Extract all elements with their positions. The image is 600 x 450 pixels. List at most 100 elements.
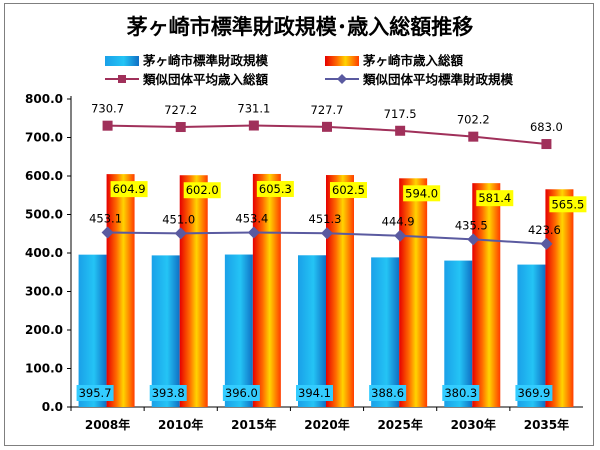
label-box-standard-fiscal [222,385,260,401]
legend-marker-2 [118,75,126,83]
label-revenue: 602.0 [186,183,219,197]
point-similar-standard [321,227,333,240]
bar-revenue [179,175,208,407]
bar-revenue [106,174,135,407]
label-similar-revenue: 702.2 [457,113,490,127]
bar-standard-fiscal [224,254,253,407]
label-revenue: 581.4 [478,191,511,205]
point-similar-revenue [322,121,332,132]
bar-standard-fiscal [151,255,180,407]
point-similar-revenue [468,131,479,142]
x-tick-label: 2020年 [304,417,349,432]
bar-revenue [399,178,428,407]
bar-standard-fiscal [371,257,400,407]
label-box-revenue [403,185,441,202]
label-box-standard-fiscal [76,385,114,401]
label-standard-fiscal: 395.7 [79,386,112,400]
y-tick-label: 600.0 [25,169,63,183]
label-similar-standard: 453.1 [89,212,122,226]
label-standard-fiscal: 388.6 [371,386,404,400]
label-standard-fiscal: 369.9 [517,386,550,400]
label-similar-revenue: 717.5 [384,107,417,121]
label-similar-revenue: 727.2 [164,103,197,117]
point-similar-standard [174,227,187,240]
label-standard-fiscal: 394.1 [298,386,331,400]
label-similar-revenue: 730.7 [91,102,124,116]
label-box-standard-fiscal [442,385,480,401]
legend: 茅ヶ崎市標準財政規模 茅ヶ崎市歳入総額 類似団体平均歳入総額 類似団体平均標準財… [105,53,514,87]
label-box-revenue [476,190,514,207]
x-tick-label: 2010年 [158,417,203,432]
point-similar-revenue [395,125,406,136]
label-similar-revenue: 683.0 [530,120,563,134]
label-similar-standard: 453.4 [235,211,268,225]
y-tick-label: 700.0 [25,131,63,145]
bars [78,173,574,407]
lines [101,120,553,250]
label-revenue: 602.5 [332,183,365,197]
label-box-standard-fiscal [515,385,553,401]
label-revenue: 565.5 [551,197,584,211]
legend-marker-3 [337,74,347,84]
label-similar-standard: 444.9 [382,215,415,229]
label-box-revenue [549,196,587,213]
x-tick-label: 2025年 [377,417,422,432]
point-similar-standard [540,237,553,250]
y-tick-label: 200.0 [25,323,63,337]
legend-label-3: 類似団体平均標準財政規模 [362,72,514,87]
y-tick-label: 100.0 [25,362,63,376]
label-box-revenue [256,180,294,197]
label-box-revenue [330,182,367,199]
x-tick-label: 2030年 [451,417,496,432]
legend-swatch-1 [325,56,359,66]
bar-standard-fiscal [298,255,326,407]
y-tick-label: 0.0 [42,400,63,414]
point-similar-revenue [541,139,552,150]
y-tick-label: 400.0 [25,246,63,260]
legend-label-2: 類似団体平均歳入総額 [142,72,269,87]
label-box-standard-fiscal [149,385,187,401]
y-tick-label: 300.0 [25,285,63,299]
x-tick-label: 2035年 [524,417,569,432]
y-tick-label: 800.0 [25,92,63,106]
point-similar-revenue [248,120,259,131]
label-similar-standard: 423.6 [528,223,561,237]
label-standard-fiscal: 380.3 [444,386,477,400]
bar-revenue [472,183,501,407]
label-standard-fiscal: 396.0 [225,386,258,400]
label-similar-standard: 451.3 [309,212,342,226]
legend-label-0: 茅ヶ崎市標準財政規模 [143,53,269,68]
point-similar-standard [247,226,260,239]
label-box-standard-fiscal [296,385,333,401]
label-revenue: 605.3 [259,182,292,196]
bar-standard-fiscal [444,260,473,407]
chart: 茅ヶ崎市標準財政規模･歳入総額推移 茅ヶ崎市標準財政規模 茅ヶ崎市歳入総額 類似… [25,15,587,432]
label-similar-standard: 435.5 [455,218,488,232]
point-similar-standard [467,233,480,246]
label-similar-revenue: 731.1 [237,102,270,116]
bar-standard-fiscal [517,264,546,407]
chart-title: 茅ヶ崎市標準財政規模･歳入総額推移 [127,15,474,39]
x-tick-label: 2008年 [85,417,130,432]
label-box-revenue [183,182,221,199]
point-similar-standard [101,226,114,239]
label-similar-standard: 451.0 [162,212,195,226]
x-tick-label: 2015年 [231,417,276,432]
bar-standard-fiscal [78,254,107,407]
label-revenue: 594.0 [405,186,438,200]
point-similar-revenue [102,120,113,131]
y-tick-label: 500.0 [25,208,63,222]
bar-revenue [545,189,574,407]
label-revenue: 604.9 [113,182,146,196]
legend-swatch-0 [105,56,139,66]
point-similar-revenue [175,122,186,133]
chart-frame: 茅ヶ崎市標準財政規模･歳入総額推移 茅ヶ崎市標準財政規模 茅ヶ崎市歳入総額 類似… [4,3,594,446]
point-similar-standard [394,229,407,242]
bar-revenue [252,173,281,407]
label-standard-fiscal: 393.8 [152,386,185,400]
bar-revenue [326,175,354,407]
legend-label-1: 茅ヶ崎市歳入総額 [363,53,464,68]
label-box-revenue [110,181,148,198]
label-similar-revenue: 727.7 [311,103,344,117]
data-labels: 395.7 393.8 396.0 394.1 388.6 380.3 369.9 604.9… [76,102,587,401]
